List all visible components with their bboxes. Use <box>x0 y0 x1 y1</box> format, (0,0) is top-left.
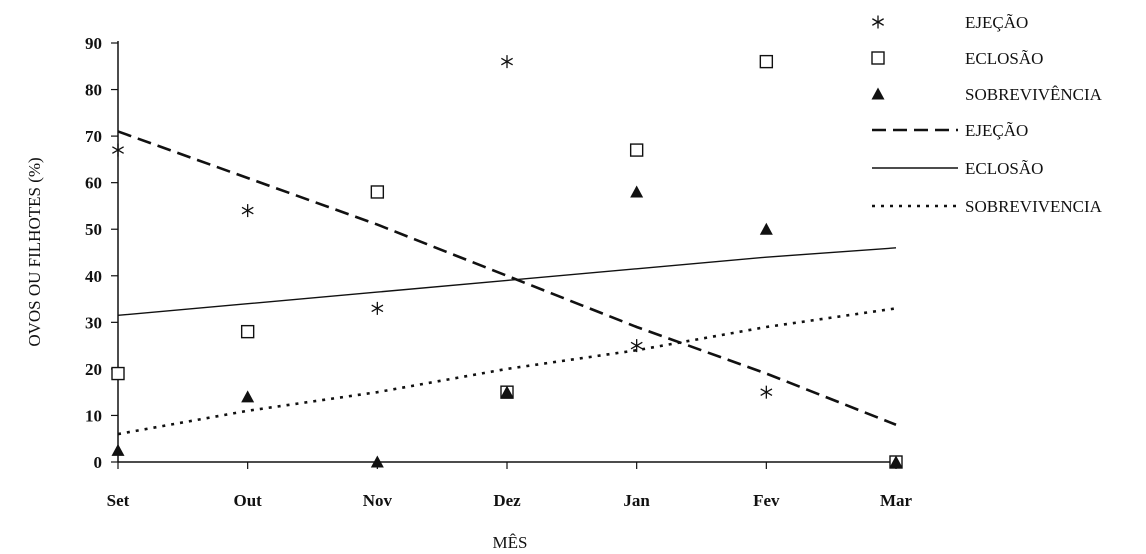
data-point-open-square <box>370 185 385 199</box>
y-tick-label: 0 <box>94 453 103 472</box>
data-point-filled-triangle <box>630 185 644 198</box>
trendline-dotted <box>117 307 897 436</box>
data-point-filled-triangle <box>889 455 903 468</box>
legend-label: ECLOSÃO <box>965 49 1043 68</box>
x-tick-label: Nov <box>363 491 393 510</box>
y-tick-label: 30 <box>85 313 102 332</box>
legend-label: SOBREVIVÊNCIA <box>965 85 1103 104</box>
data-point-open-square <box>759 54 774 69</box>
data-point-asterisk <box>241 204 254 218</box>
data-point-asterisk <box>760 385 773 399</box>
y-tick-label: 80 <box>85 81 102 100</box>
data-points <box>111 54 903 469</box>
legend-label: SOBREVIVENCIA <box>965 197 1103 216</box>
data-point-asterisk <box>501 55 513 69</box>
y-tick-label: 10 <box>85 406 102 425</box>
y-axis-ticks: 0 10 20 30 40 50 60 70 80 90 <box>85 34 118 472</box>
y-tick-label: 60 <box>85 174 102 193</box>
x-axis-ticks: Set Out Nov Dez Jan Fev Mar <box>107 462 913 510</box>
data-point-asterisk <box>630 339 643 353</box>
x-tick-label: Set <box>107 491 130 510</box>
y-tick-label: 90 <box>85 34 102 53</box>
y-tick-label: 50 <box>85 220 102 239</box>
x-tick-label: Mar <box>880 491 913 510</box>
y-axis-title: OVOS OU FILHOTES (%) <box>25 157 44 346</box>
legend: EJEÇÃO ECLOSÃO SOBREVIVÊNCIA EJEÇÃO ECLOSÃO S… <box>871 13 1103 216</box>
y-tick-label: 20 <box>85 360 102 379</box>
legend-label: ECLOSÃO <box>965 159 1043 178</box>
data-point-open-square <box>111 366 125 381</box>
data-point-asterisk <box>112 143 124 157</box>
data-point-filled-triangle <box>370 455 384 468</box>
data-point-filled-triangle <box>241 390 255 403</box>
y-tick-label: 70 <box>85 127 102 146</box>
data-point-filled-triangle <box>759 222 773 235</box>
y-tick-label: 40 <box>85 267 102 286</box>
legend-marker-filled-triangle <box>871 87 885 100</box>
trendline-dashed <box>117 130 897 426</box>
legend-marker-asterisk <box>872 15 884 29</box>
data-point-filled-triangle <box>111 443 125 456</box>
trendline-solid <box>117 247 897 317</box>
trendlines <box>117 130 897 436</box>
x-tick-label: Fev <box>753 491 780 510</box>
x-tick-label: Dez <box>493 491 521 510</box>
legend-label: EJEÇÃO <box>965 13 1028 32</box>
data-point-open-square <box>240 324 255 339</box>
data-point-filled-triangle <box>500 385 514 398</box>
x-tick-label: Out <box>233 491 262 510</box>
x-tick-label: Jan <box>623 491 650 510</box>
x-axis-title: MÊS <box>493 533 528 552</box>
legend-marker-open-square <box>871 51 885 65</box>
legend-label: EJEÇÃO <box>965 121 1028 140</box>
data-point-asterisk <box>371 301 384 315</box>
data-point-open-square <box>629 143 644 157</box>
